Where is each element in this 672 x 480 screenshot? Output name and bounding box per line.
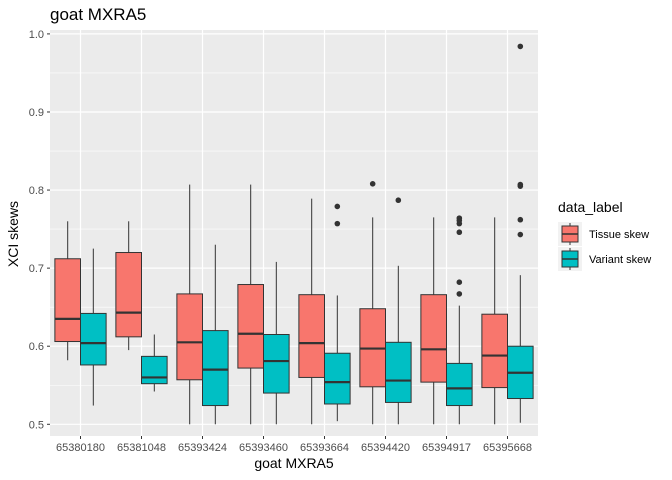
y-axis: 0.5 0.6 0.7 0.8 0.9 1.0 [29, 29, 50, 431]
box-iqr [54, 258, 82, 343]
outlier-point [517, 216, 524, 223]
x-tick-label: 65393424 [178, 442, 227, 454]
box-tissue-65393424 [176, 184, 204, 425]
y-tick-label: 0.8 [29, 185, 44, 197]
box-iqr [176, 293, 204, 381]
x-tick-label: 65380180 [56, 442, 105, 454]
box-iqr [420, 294, 448, 383]
outlier-point [456, 279, 463, 285]
outlier-point [517, 181, 524, 188]
y-tick-label: 1.0 [29, 29, 44, 41]
box-variant-65394917 [446, 215, 473, 425]
box-iqr [263, 334, 290, 394]
box-tissue-65393460 [237, 184, 265, 425]
outlier-point [456, 291, 463, 297]
x-tick-label: 65393460 [239, 442, 288, 454]
box-variant-65393664 [324, 203, 351, 422]
legend-title: data_label [558, 199, 623, 215]
box-variant-65394420 [385, 197, 412, 425]
y-tick-label: 0.6 [29, 341, 44, 353]
boxes-layer [54, 43, 534, 425]
legend-label: Variant skew [589, 254, 651, 266]
box-iqr [385, 341, 412, 403]
outlier-point [369, 181, 376, 187]
box-tissue-65394917 [420, 217, 448, 425]
box-iqr [141, 355, 168, 385]
box-tissue-65393664 [298, 198, 326, 425]
box-iqr [481, 313, 509, 389]
box-iqr [237, 284, 265, 369]
box-variant-65393424 [202, 244, 229, 425]
legend: data_label Tissue skew Variant skew [558, 199, 651, 271]
y-tick-label: 0.9 [29, 107, 44, 119]
y-axis-label: XCI skews [5, 201, 21, 267]
outlier-point [334, 203, 341, 210]
x-tick-label: 65381048 [117, 442, 166, 454]
x-axis: 65380180 65381048 65393424 65393460 65393664… [56, 436, 532, 454]
box-iqr [298, 294, 326, 378]
x-tick-label: 65393664 [300, 442, 349, 454]
outlier-point [395, 197, 402, 204]
box-iqr [324, 352, 351, 405]
legend-item-tissue: Tissue skew [558, 222, 649, 246]
legend-label: Tissue skew [589, 229, 649, 241]
box-variant-65381048 [141, 334, 168, 392]
outlier-point [517, 43, 524, 50]
outlier-point [456, 229, 463, 236]
x-tick-label: 65395668 [483, 442, 532, 454]
box-variant-65380180 [80, 248, 107, 406]
legend-item-variant: Variant skew [558, 247, 651, 271]
y-tick-label: 0.5 [29, 419, 44, 431]
box-iqr [446, 362, 473, 407]
outlier-point [517, 231, 524, 238]
box-variant-65393460 [263, 261, 290, 425]
outlier-point [334, 220, 341, 227]
y-tick-label: 0.7 [29, 263, 44, 275]
x-tick-label: 65394917 [422, 442, 471, 454]
outlier-point [456, 215, 463, 221]
box-iqr [80, 312, 107, 366]
x-tick-label: 65394420 [361, 442, 410, 454]
box-iqr [202, 330, 229, 407]
box-variant-65395668 [507, 43, 534, 423]
box-iqr [115, 252, 142, 338]
box-tissue-65380180 [54, 221, 82, 361]
x-axis-label: goat MXRA5 [254, 455, 334, 471]
box-tissue-65381048 [115, 221, 142, 351]
chart-title: goat MXRA5 [50, 5, 146, 24]
box-tissue-65394420 [359, 181, 387, 425]
